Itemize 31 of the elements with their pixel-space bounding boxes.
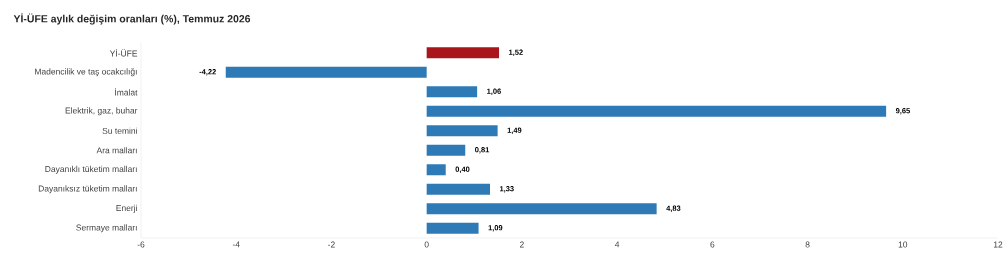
x-tick-label: -6 [137, 241, 145, 248]
y-tick-label: Yİ-ÜFE [109, 49, 138, 57]
y-tick-label: Madencilik ve taş ocakcılığı [35, 68, 137, 77]
bar [426, 47, 500, 59]
x-tick-label: 8 [805, 241, 810, 248]
x-tick-label: 12 [993, 241, 1003, 248]
bar [426, 164, 446, 176]
y-tick-label: İmalat [115, 88, 138, 96]
bar [426, 86, 478, 98]
bar [426, 125, 498, 137]
bar [426, 105, 887, 117]
x-tick-label: 4 [614, 241, 620, 248]
x-tick-label: 0 [424, 241, 429, 248]
bar [426, 183, 490, 195]
y-tick-label: Dayanıksız tüketim malları [38, 185, 137, 194]
y-tick-label: Sermaye malları [76, 224, 137, 233]
bar [426, 222, 479, 234]
bar [426, 203, 657, 215]
x-tick-label: 10 [898, 241, 908, 248]
y-tick-label: Elektrik, gaz, buhar [65, 107, 138, 116]
y-tick-label: Enerji [116, 204, 137, 213]
y-tick-label: Su temini [102, 127, 137, 134]
y-tick-label: Dayanıklı tüketim malları [45, 165, 137, 174]
x-tick-label: 2 [519, 241, 524, 248]
x-tick-label: 6 [710, 241, 715, 248]
bar [225, 66, 427, 78]
x-tick-label: -4 [232, 241, 240, 248]
bar [426, 144, 466, 156]
chart-title: Yİ-ÜFE aylık değişim oranları (%), Temmuz 2026 [13, 13, 251, 25]
y-tick-label: Ara malları [96, 147, 137, 154]
x-tick-label: -2 [328, 241, 335, 248]
